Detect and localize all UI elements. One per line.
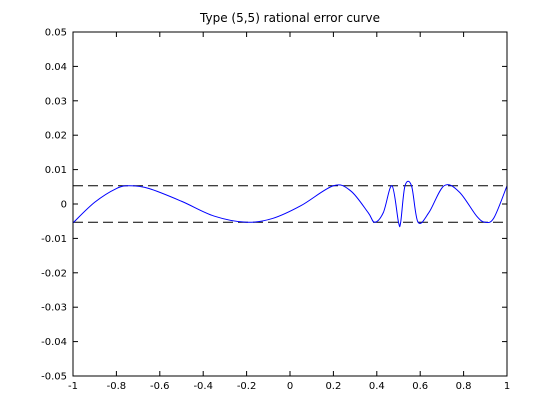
x-axis-ticks: -1 -0.8 -0.6 -0.4 -0.2 0 0.2 0.4 0.6 0.8 1 — [68, 32, 510, 392]
y-axis-ticks: 0.05 0.04 0.03 0.02 0.01 0 -0.01 -0.02 -0.03 -0.0… — [41, 28, 507, 383]
x-tick-label: -0.2 — [237, 381, 257, 392]
x-tick-label: 0.4 — [369, 381, 385, 392]
x-tick-label: -0.6 — [150, 381, 170, 392]
series-layer — [72, 180, 508, 228]
y-tick-label: -0.03 — [41, 303, 67, 314]
x-tick-label: 0.8 — [456, 381, 472, 392]
y-tick-label: 0.02 — [45, 131, 67, 142]
x-tick-label: -1 — [68, 381, 78, 392]
y-tick-label: 0.03 — [45, 96, 67, 107]
x-tick-label: 1 — [504, 381, 510, 392]
y-tick-label: 0 — [61, 200, 67, 211]
y-tick-label: -0.02 — [41, 268, 67, 279]
reference-lines — [73, 185, 507, 223]
y-tick-label: 0.01 — [45, 165, 67, 176]
y-tick-label: -0.04 — [41, 337, 67, 348]
error-curve-line — [72, 180, 508, 228]
x-tick-label: -0.4 — [193, 381, 213, 392]
y-tick-label: -0.05 — [41, 372, 67, 383]
axes-box — [72, 31, 508, 377]
y-tick-label: 0.05 — [45, 28, 67, 39]
x-tick-label: -0.8 — [107, 381, 127, 392]
chart-title: Type (5,5) rational error curve — [199, 11, 380, 25]
x-tick-label: 0.6 — [412, 381, 428, 392]
x-tick-label: 0.2 — [325, 381, 341, 392]
y-tick-label: -0.01 — [41, 234, 67, 245]
y-tick-label: 0.04 — [45, 62, 67, 73]
x-tick-label: 0 — [287, 381, 293, 392]
